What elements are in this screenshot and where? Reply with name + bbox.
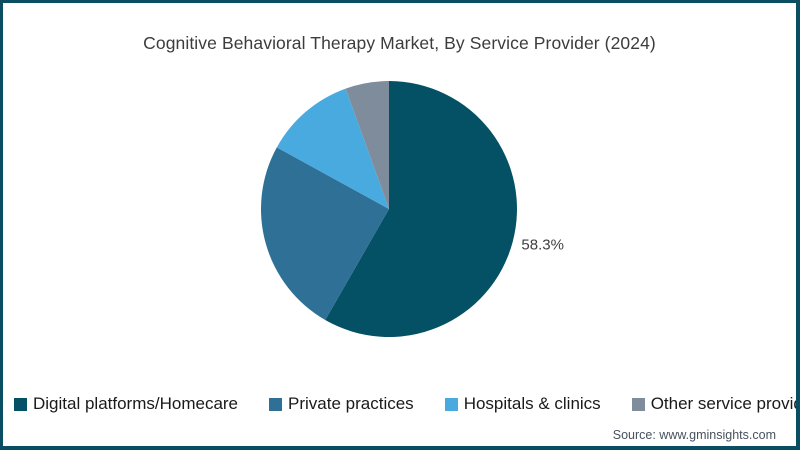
legend-swatch-icon — [14, 397, 27, 411]
pie-slice-hospitals-clinics[interactable] — [276, 88, 389, 209]
legend-item-other-service-providers[interactable]: Other service providers — [631, 394, 796, 414]
legend: Digital platforms/Homecare Private practi… — [14, 394, 796, 414]
legend-item-label: Other service providers — [650, 394, 796, 413]
legend-swatch-icon — [631, 397, 645, 411]
pie-slice-digital-platforms-homecare[interactable] — [325, 81, 517, 337]
legend-item-label: Private practices — [288, 394, 414, 413]
source-attribution: Source: www.gminsights.com — [612, 428, 776, 442]
legend-item-label: Digital platforms/Homecare — [33, 394, 239, 413]
legend-swatch-icon — [269, 397, 283, 411]
pie-chart: 58.3% — [260, 81, 564, 337]
legend-item-hospitals-clinics[interactable]: Hospitals & clinics — [444, 394, 601, 414]
legend-item-label: Hospitals & clinics — [463, 394, 601, 413]
slice-data-label: 58.3% — [521, 236, 564, 253]
pie-slice-other-service-providers[interactable] — [345, 81, 389, 209]
legend-item-private-practices[interactable]: Private practices — [269, 394, 414, 414]
legend-swatch-icon — [444, 397, 458, 411]
legend-item-digital-platforms-homecare[interactable]: Digital platforms/Homecare — [14, 394, 238, 414]
pie-slice-private-practices[interactable] — [260, 147, 389, 320]
chart-title: Cognitive Behavioral Therapy Market, By … — [143, 33, 656, 53]
